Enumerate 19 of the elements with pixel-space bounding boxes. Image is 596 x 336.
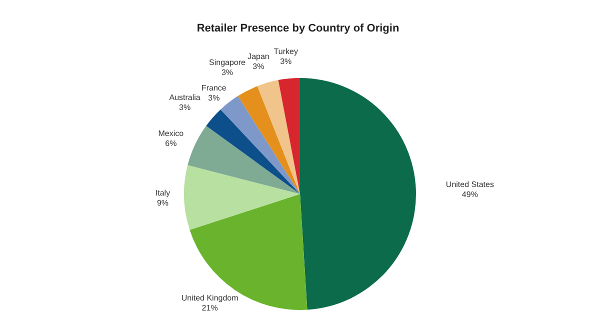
slice-label: United States: [446, 180, 494, 189]
slice-label: France: [201, 83, 227, 92]
slice-label: Turkey: [274, 47, 298, 56]
slice-label: Mexico: [158, 129, 184, 138]
data-label: 3%: [280, 57, 292, 66]
data-label: 3%: [208, 93, 220, 102]
slice-label: Singapore: [209, 58, 246, 67]
slice-label: United Kingdom: [181, 294, 239, 303]
data-label: 3%: [179, 103, 191, 112]
data-label: 6%: [165, 139, 177, 148]
data-label: 3%: [252, 62, 264, 71]
data-label: 9%: [156, 198, 169, 208]
slice-label: Japan: [248, 52, 270, 61]
data-label: 49%: [462, 190, 478, 199]
chart-title: Retailer Presence by Country of Origin: [196, 22, 400, 34]
slice-label: Italy: [155, 188, 170, 198]
data-label: 3%: [221, 68, 234, 77]
data-label: 21%: [202, 304, 218, 313]
slice-label: Australia: [169, 93, 201, 102]
